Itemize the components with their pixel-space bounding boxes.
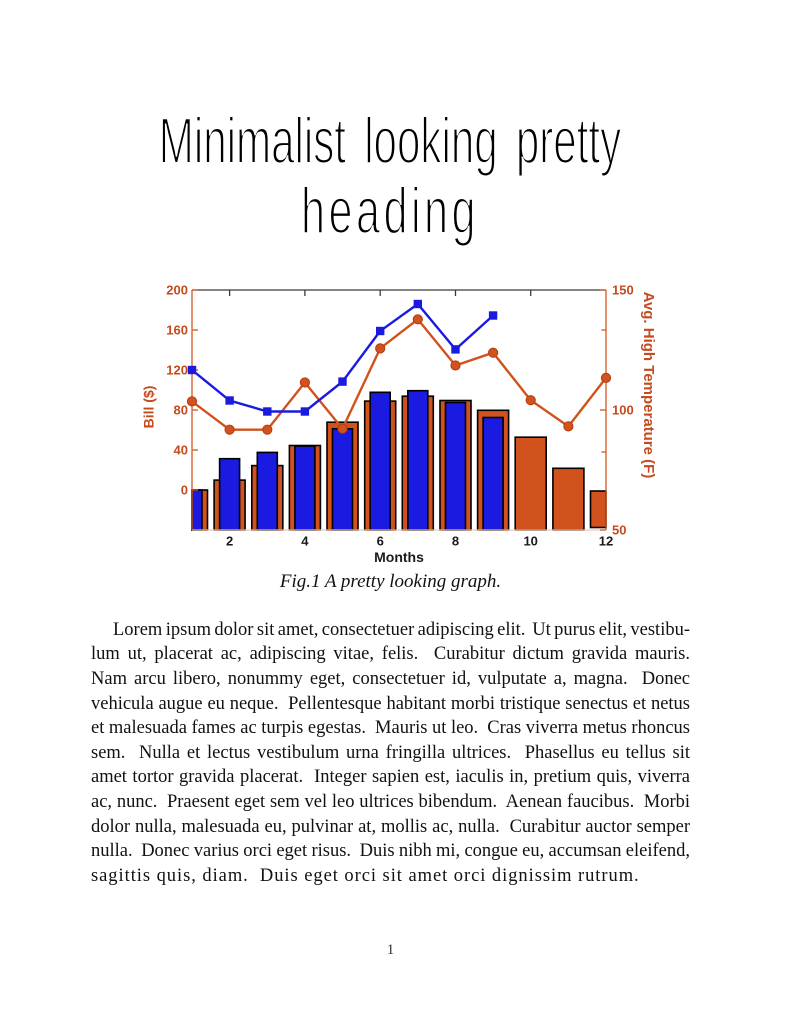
- svg-text:150: 150: [612, 283, 634, 298]
- svg-text:Avg. High Temperature (F): Avg. High Temperature (F): [640, 292, 657, 479]
- svg-text:100: 100: [612, 403, 634, 418]
- svg-text:12: 12: [599, 534, 613, 549]
- svg-text:Months: Months: [374, 549, 424, 565]
- svg-text:50: 50: [612, 523, 626, 538]
- svg-text:6: 6: [377, 534, 384, 549]
- svg-text:0: 0: [181, 483, 188, 498]
- svg-text:4: 4: [301, 534, 309, 549]
- svg-text:40: 40: [174, 443, 188, 458]
- svg-text:10: 10: [523, 534, 537, 549]
- svg-text:200: 200: [166, 283, 188, 298]
- svg-text:Bill ($): Bill ($): [141, 386, 157, 429]
- svg-text:8: 8: [452, 534, 459, 549]
- svg-text:80: 80: [174, 403, 188, 418]
- svg-text:120: 120: [166, 363, 188, 378]
- svg-text:2: 2: [226, 534, 233, 549]
- svg-text:160: 160: [166, 323, 188, 338]
